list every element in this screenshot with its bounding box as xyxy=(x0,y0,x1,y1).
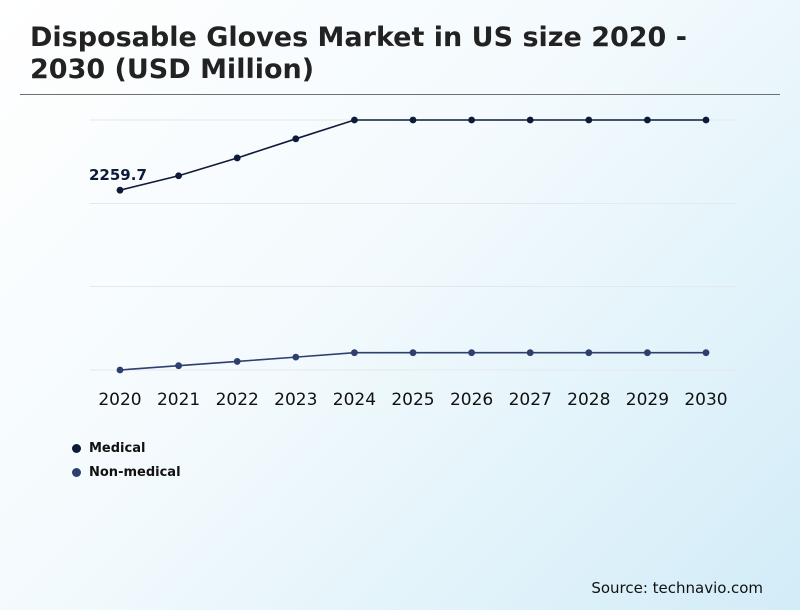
data-point xyxy=(351,349,358,357)
data-label: 2259.7 xyxy=(89,166,147,184)
legend-label-non-medical: Non-medical xyxy=(89,464,181,480)
data-point xyxy=(292,353,300,361)
data-point xyxy=(233,154,241,162)
data-point xyxy=(116,186,124,194)
data-point xyxy=(702,116,710,124)
data-point xyxy=(526,349,534,357)
line-chart: 2020 2021 2022 2023 2024 2025 2026 2027 2028 2029… xyxy=(89,116,736,410)
x-tick-label: 2021 xyxy=(157,390,200,410)
data-point xyxy=(116,366,124,374)
legend-marker-medical xyxy=(72,443,81,453)
data-point xyxy=(644,349,651,357)
chart-title: Disposable Gloves Market in US size 2020… xyxy=(30,22,687,85)
data-point xyxy=(585,116,593,124)
data-point xyxy=(468,116,475,124)
title-divider xyxy=(20,94,780,95)
data-point xyxy=(526,116,534,124)
x-tick-label: 2029 xyxy=(626,390,669,410)
data-point xyxy=(409,116,417,124)
x-tick-label: 2028 xyxy=(567,390,610,410)
x-tick-label: 2030 xyxy=(684,390,727,410)
legend-marker-non-medical xyxy=(72,467,81,477)
data-point xyxy=(644,116,651,124)
data-point xyxy=(175,362,183,370)
series-line-0 xyxy=(119,119,706,191)
series-lines xyxy=(119,119,706,371)
annotations: 2259.7 xyxy=(89,166,147,184)
x-tick-label: 2024 xyxy=(333,390,376,410)
x-tick-label: 2020 xyxy=(98,390,141,410)
data-point xyxy=(351,116,358,124)
x-tick-label: 2027 xyxy=(509,390,552,410)
data-point xyxy=(585,349,593,357)
legend: Medical Non-medical xyxy=(72,436,181,484)
x-tick-label: 2025 xyxy=(391,390,434,410)
legend-label-medical: Medical xyxy=(89,440,146,456)
legend-item-non-medical: Non-medical xyxy=(72,460,181,484)
data-point xyxy=(233,358,241,365)
gridlines xyxy=(90,119,736,371)
data-point xyxy=(409,349,417,357)
data-point xyxy=(702,349,710,357)
data-point xyxy=(468,349,475,357)
legend-item-medical: Medical xyxy=(72,436,181,460)
source-note: Source: technavio.com xyxy=(591,579,763,597)
x-axis-ticks: 2020 2021 2022 2023 2024 2025 2026 2027 2028 2029… xyxy=(98,390,727,410)
x-tick-label: 2022 xyxy=(216,390,259,410)
data-point xyxy=(292,135,300,143)
x-tick-label: 2026 xyxy=(450,390,493,410)
x-tick-label: 2023 xyxy=(274,390,317,410)
data-point xyxy=(175,172,183,180)
series-points xyxy=(116,116,710,374)
